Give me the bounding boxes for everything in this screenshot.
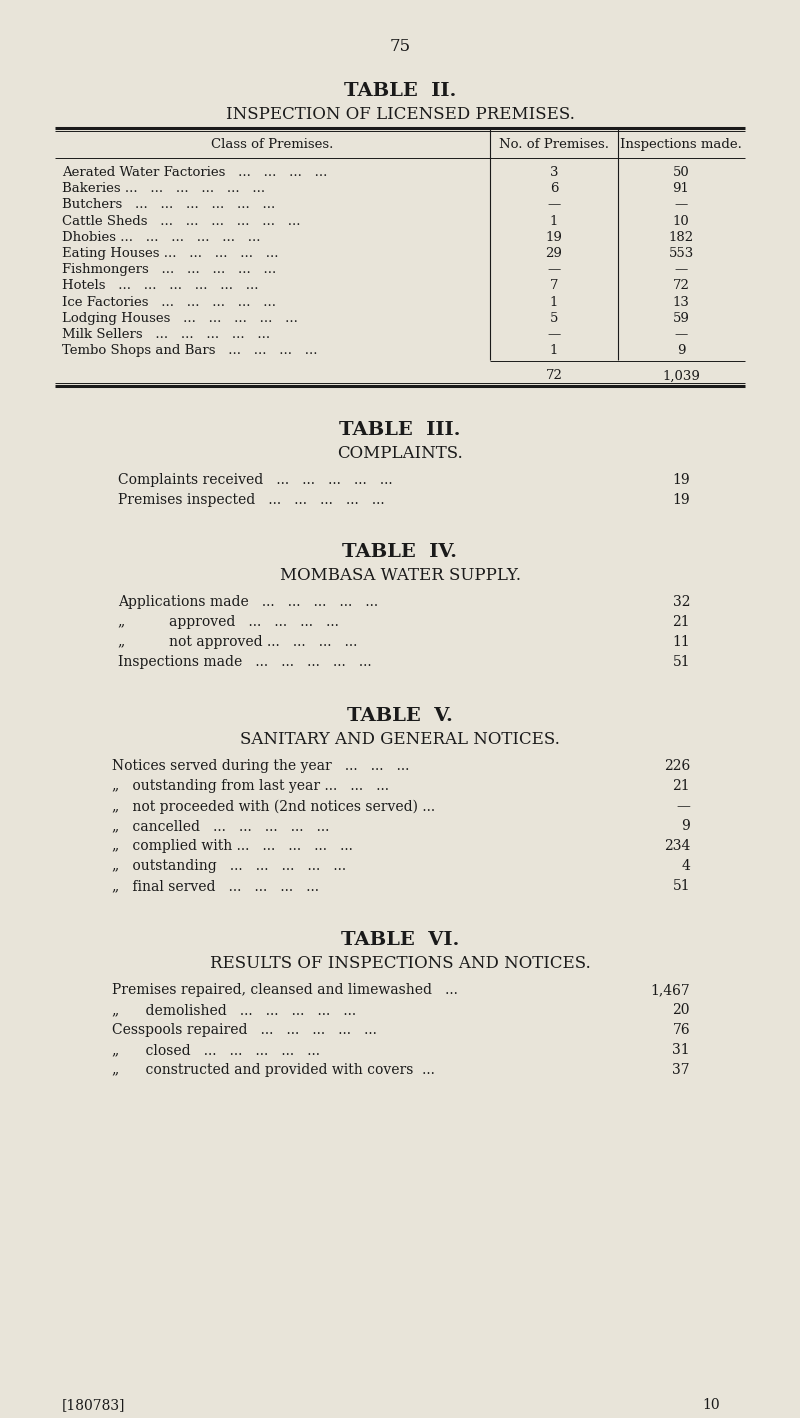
- Text: 59: 59: [673, 312, 690, 325]
- Text: „          approved   ...   ...   ...   ...: „ approved ... ... ... ...: [118, 615, 339, 630]
- Text: TABLE  III.: TABLE III.: [339, 421, 461, 440]
- Text: „      closed   ...   ...   ...   ...   ...: „ closed ... ... ... ... ...: [112, 1044, 320, 1058]
- Text: 234: 234: [664, 839, 690, 854]
- Text: 1: 1: [550, 295, 558, 309]
- Text: „   complied with ...   ...   ...   ...   ...: „ complied with ... ... ... ... ...: [112, 839, 353, 854]
- Text: 20: 20: [673, 1004, 690, 1017]
- Text: Notices served during the year   ...   ...   ...: Notices served during the year ... ... .…: [112, 760, 410, 773]
- Text: 553: 553: [668, 247, 694, 259]
- Text: 37: 37: [672, 1064, 690, 1078]
- Text: 182: 182: [669, 231, 694, 244]
- Text: Tembo Shops and Bars   ...   ...   ...   ...: Tembo Shops and Bars ... ... ... ...: [62, 345, 318, 357]
- Text: 10: 10: [673, 214, 690, 228]
- Text: 10: 10: [702, 1398, 720, 1412]
- Text: 4: 4: [681, 859, 690, 873]
- Text: 51: 51: [672, 655, 690, 669]
- Text: 1,039: 1,039: [662, 370, 700, 383]
- Text: 19: 19: [672, 493, 690, 508]
- Text: 21: 21: [672, 780, 690, 794]
- Text: „   outstanding from last year ...   ...   ...: „ outstanding from last year ... ... ...: [112, 780, 389, 794]
- Text: 91: 91: [673, 182, 690, 196]
- Text: Premises inspected   ...   ...   ...   ...   ...: Premises inspected ... ... ... ... ...: [118, 493, 385, 508]
- Text: Ice Factories   ...   ...   ...   ...   ...: Ice Factories ... ... ... ... ...: [62, 295, 276, 309]
- Text: 19: 19: [672, 474, 690, 488]
- Text: TABLE  V.: TABLE V.: [347, 708, 453, 726]
- Text: „      constructed and provided with covers  ...: „ constructed and provided with covers .…: [112, 1064, 435, 1078]
- Text: Bakeries ...   ...   ...   ...   ...   ...: Bakeries ... ... ... ... ... ...: [62, 182, 265, 196]
- Text: Milk Sellers   ...   ...   ...   ...   ...: Milk Sellers ... ... ... ... ...: [62, 328, 270, 340]
- Text: 13: 13: [673, 295, 690, 309]
- Text: „      demolished   ...   ...   ...   ...   ...: „ demolished ... ... ... ... ...: [112, 1004, 356, 1017]
- Text: Premises repaired, cleansed and limewashed   ...: Premises repaired, cleansed and limewash…: [112, 984, 458, 997]
- Text: „   cancelled   ...   ...   ...   ...   ...: „ cancelled ... ... ... ... ...: [112, 820, 330, 834]
- Text: —: —: [547, 264, 561, 277]
- Text: 29: 29: [546, 247, 562, 259]
- Text: —: —: [547, 199, 561, 211]
- Text: —: —: [674, 328, 688, 340]
- Text: [180783]: [180783]: [62, 1398, 126, 1412]
- Text: Cesspools repaired   ...   ...   ...   ...   ...: Cesspools repaired ... ... ... ... ...: [112, 1024, 377, 1038]
- Text: 31: 31: [672, 1044, 690, 1058]
- Text: 21: 21: [672, 615, 690, 630]
- Text: Complaints received   ...   ...   ...   ...   ...: Complaints received ... ... ... ... ...: [118, 474, 393, 488]
- Text: —: —: [674, 199, 688, 211]
- Text: Hotels   ...   ...   ...   ...   ...   ...: Hotels ... ... ... ... ... ...: [62, 279, 258, 292]
- Text: INSPECTION OF LICENSED PREMISES.: INSPECTION OF LICENSED PREMISES.: [226, 106, 574, 123]
- Text: 72: 72: [546, 370, 562, 383]
- Text: RESULTS OF INSPECTIONS AND NOTICES.: RESULTS OF INSPECTIONS AND NOTICES.: [210, 956, 590, 973]
- Text: Fishmongers   ...   ...   ...   ...   ...: Fishmongers ... ... ... ... ...: [62, 264, 276, 277]
- Text: Inspections made.: Inspections made.: [620, 138, 742, 150]
- Text: „   not proceeded with (2nd notices served) ...: „ not proceeded with (2nd notices served…: [112, 800, 435, 814]
- Text: Aerated Water Factories   ...   ...   ...   ...: Aerated Water Factories ... ... ... ...: [62, 166, 327, 179]
- Text: Class of Premises.: Class of Premises.: [211, 138, 333, 150]
- Text: „          not approved ...   ...   ...   ...: „ not approved ... ... ... ...: [118, 635, 358, 649]
- Text: 32: 32: [673, 596, 690, 610]
- Text: TABLE  IV.: TABLE IV.: [342, 543, 458, 562]
- Text: Cattle Sheds   ...   ...   ...   ...   ...   ...: Cattle Sheds ... ... ... ... ... ...: [62, 214, 301, 228]
- Text: 1: 1: [550, 345, 558, 357]
- Text: 9: 9: [677, 345, 686, 357]
- Text: Lodging Houses   ...   ...   ...   ...   ...: Lodging Houses ... ... ... ... ...: [62, 312, 298, 325]
- Text: 19: 19: [546, 231, 562, 244]
- Text: 9: 9: [682, 820, 690, 834]
- Text: No. of Premises.: No. of Premises.: [499, 138, 609, 150]
- Text: „   final served   ...   ...   ...   ...: „ final served ... ... ... ...: [112, 879, 319, 893]
- Text: Applications made   ...   ...   ...   ...   ...: Applications made ... ... ... ... ...: [118, 596, 378, 610]
- Text: —: —: [674, 264, 688, 277]
- Text: 6: 6: [550, 182, 558, 196]
- Text: Dhobies ...   ...   ...   ...   ...   ...: Dhobies ... ... ... ... ... ...: [62, 231, 261, 244]
- Text: „   outstanding   ...   ...   ...   ...   ...: „ outstanding ... ... ... ... ...: [112, 859, 346, 873]
- Text: 50: 50: [673, 166, 690, 179]
- Text: Eating Houses ...   ...   ...   ...   ...: Eating Houses ... ... ... ... ...: [62, 247, 278, 259]
- Text: 226: 226: [664, 760, 690, 773]
- Text: TABLE  II.: TABLE II.: [344, 82, 456, 101]
- Text: 3: 3: [550, 166, 558, 179]
- Text: 76: 76: [672, 1024, 690, 1038]
- Text: 7: 7: [550, 279, 558, 292]
- Text: 11: 11: [672, 635, 690, 649]
- Text: 5: 5: [550, 312, 558, 325]
- Text: Butchers   ...   ...   ...   ...   ...   ...: Butchers ... ... ... ... ... ...: [62, 199, 275, 211]
- Text: —: —: [547, 328, 561, 340]
- Text: 75: 75: [390, 38, 410, 55]
- Text: COMPLAINTS.: COMPLAINTS.: [337, 445, 463, 462]
- Text: 1: 1: [550, 214, 558, 228]
- Text: SANITARY AND GENERAL NOTICES.: SANITARY AND GENERAL NOTICES.: [240, 732, 560, 749]
- Text: 1,467: 1,467: [650, 984, 690, 997]
- Text: TABLE  VI.: TABLE VI.: [341, 932, 459, 950]
- Text: Inspections made   ...   ...   ...   ...   ...: Inspections made ... ... ... ... ...: [118, 655, 372, 669]
- Text: 72: 72: [673, 279, 690, 292]
- Text: 51: 51: [672, 879, 690, 893]
- Text: —: —: [676, 800, 690, 814]
- Text: MOMBASA WATER SUPPLY.: MOMBASA WATER SUPPLY.: [279, 567, 521, 584]
